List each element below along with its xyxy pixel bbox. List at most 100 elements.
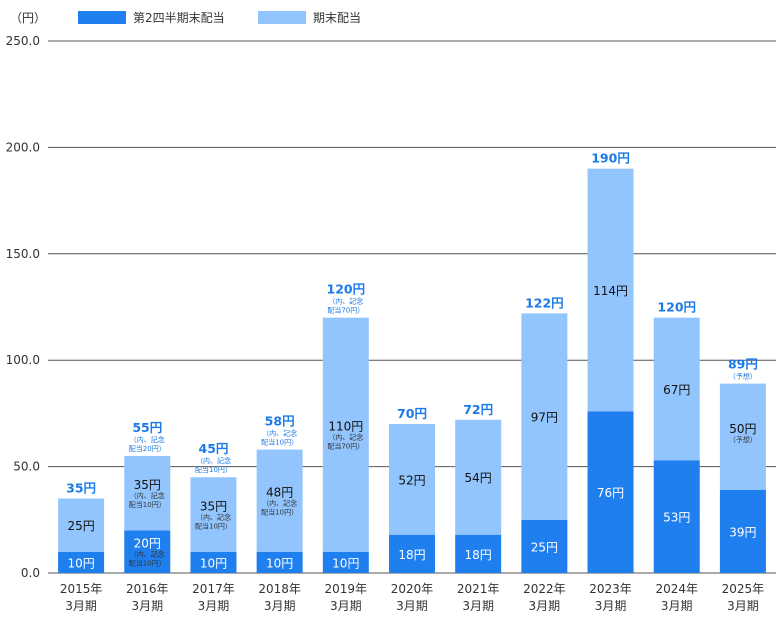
bar-year-end-1 [124,455,171,531]
bar-interim-8 [587,411,634,573]
note-text: 配当70円） [327,306,364,315]
bar-year-end-0 [58,498,105,552]
legend-swatch-interim [78,11,126,24]
data-label-interim: 10円 [67,556,94,570]
x-tick-label: 2017年 [192,582,235,596]
data-label-year-end: 110円 [328,420,363,434]
data-label-interim: 10円 [266,556,293,570]
data-label-interim: 10円 [332,556,359,570]
x-tick-label: 2016年 [126,582,169,596]
bar-year-end-7 [521,313,568,520]
y-unit-label: （円） [10,11,46,25]
x-tick-label: 3月期 [595,599,627,613]
y-tick-label: 100.0 [6,353,40,367]
x-tick-label: 2025年 [722,582,765,596]
data-label-year-end: 48円 [266,486,293,500]
bar-interim-4 [322,551,369,573]
bars: 10円25円35円20円（内、記念配当10円）35円（内、記念配当10円）55円… [58,151,766,573]
note-text: （内、記念 [130,550,165,559]
note-text: （予想） [729,435,757,444]
total-label: 45円 [199,441,229,456]
data-label-interim: 18円 [465,548,492,562]
x-tick-label: 3月期 [131,599,163,613]
y-axis-ticks: 0.0 50.0 100.0 150.0 200.0 250.0 [6,34,40,580]
data-label-year-end: 97円 [531,411,558,425]
x-axis-labels: 2015年 3月期 2016年 3月期 2017年 3月期 2018年 3月期 2019年 3月期… [60,582,764,613]
y-tick-label: 200.0 [6,140,40,154]
total-label: 58円 [265,414,295,429]
data-label-year-end: 52円 [398,473,425,487]
x-tick-label: 2018年 [258,582,301,596]
legend-label-year-end: 期末配当 [313,11,361,25]
total-label: 120円 [657,300,696,315]
total-label: 89円 [728,357,758,372]
note-text: 配当70円） [327,442,364,451]
x-tick-label: 3月期 [198,599,230,613]
note-text: 配当20円） [129,444,166,453]
legend: 第2四半期末配当 期末配当 [78,11,361,25]
x-tick-label: 2024年 [655,582,698,596]
note-text: （内、記念 [262,499,297,508]
bar-interim-9 [653,460,700,573]
note-text: （予想） [729,372,757,381]
bar-interim-3 [256,551,303,573]
data-label-year-end: 50円 [729,422,756,436]
bar-year-end-6 [455,419,502,535]
x-tick-label: 3月期 [396,599,428,613]
bar-interim-5 [389,534,435,573]
note-text: 配当10円） [261,438,298,447]
note-text: 配当10円） [195,465,232,474]
y-tick-label: 150.0 [6,247,40,261]
bar-year-end-4 [322,317,369,552]
note-text: （内、記念 [130,491,165,500]
data-label-interim: 53円 [663,511,690,525]
total-label: 120円 [327,282,366,297]
note-text: （内、記念 [196,512,231,521]
x-tick-label: 3月期 [264,599,296,613]
note-text: （内、記念 [328,433,363,442]
bar-interim-1 [124,530,171,573]
note-text: 配当10円） [261,508,298,517]
x-tick-label: 3月期 [330,599,362,613]
x-tick-label: 2015年 [60,582,103,596]
note-text: 配当10円） [129,500,166,509]
y-tick-label: 0.0 [21,566,40,580]
x-tick-label: 3月期 [661,599,693,613]
data-label-interim: 10円 [200,556,227,570]
x-tick-label: 2021年 [457,582,500,596]
bar-year-end-8 [587,168,634,412]
data-label-interim: 20円 [134,537,161,551]
bar-interim-6 [455,534,502,573]
note-text: 配当10円） [129,559,166,568]
data-label-year-end: 67円 [663,383,690,397]
y-tick-label: 50.0 [13,460,40,474]
x-tick-label: 2022年 [523,582,566,596]
data-label-interim: 76円 [597,486,624,500]
bar-year-end-9 [653,317,700,461]
data-label-interim: 18円 [398,548,425,562]
legend-label-interim: 第2四半期末配当 [133,11,225,25]
x-tick-label: 3月期 [462,599,494,613]
legend-swatch-year-end [258,11,306,24]
y-tick-label: 250.0 [6,34,40,48]
x-tick-label: 2019年 [325,582,368,596]
bar-year-end-5 [389,424,435,535]
data-label-year-end: 114円 [593,284,628,298]
note-text: 配当10円） [195,521,232,530]
x-tick-label: 2020年 [391,582,434,596]
total-label: 55円 [132,420,162,435]
total-label: 190円 [591,151,630,166]
x-tick-label: 2023年 [589,582,632,596]
data-label-year-end: 35円 [134,478,161,492]
data-label-year-end: 35円 [200,499,227,513]
bar-interim-2 [190,551,237,573]
bar-year-end-2 [190,477,237,552]
total-label: 122円 [525,295,564,310]
total-label: 70円 [397,406,427,421]
note-text: （内、記念 [328,297,363,306]
data-label-interim: 39円 [729,526,756,540]
total-label: 72円 [463,402,493,417]
note-text: （内、記念 [196,456,231,465]
note-text: （内、記念 [262,429,297,438]
